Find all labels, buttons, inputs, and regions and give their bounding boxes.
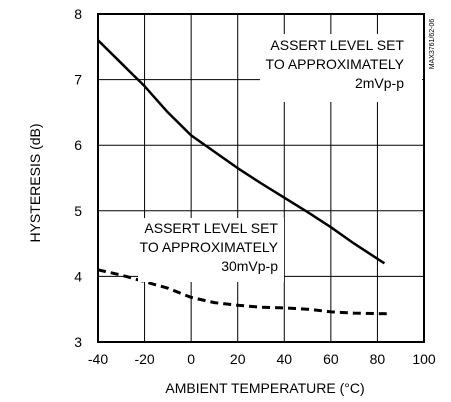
annotation-line: TO APPROXIMATELY [266, 56, 405, 72]
x-tick-label: 80 [370, 351, 386, 367]
y-axis-title: HYSTERESIS (dB) [27, 123, 43, 242]
annotation-30mvpp: ASSERT LEVEL SET TO APPROXIMATELY 30mVp-p [138, 218, 284, 282]
x-axis-ticks: -40 -20 0 20 40 60 80 100 [88, 351, 436, 367]
annotation-line: TO APPROXIMATELY [140, 239, 279, 255]
annotation-line: 2mVp-p [355, 75, 404, 91]
y-tick-label: 3 [74, 334, 82, 350]
y-tick-label: 6 [74, 137, 82, 153]
annotation-background [138, 218, 284, 282]
x-tick-label: 40 [276, 351, 292, 367]
x-tick-label: 0 [187, 351, 195, 367]
x-tick-label: 100 [412, 351, 436, 367]
x-tick-label: 60 [323, 351, 339, 367]
annotation-2mvpp: ASSERT LEVEL SET TO APPROXIMATELY 2mVp-p [260, 34, 422, 102]
y-tick-label: 5 [74, 203, 82, 219]
x-axis-title: AMBIENT TEMPERATURE (°C) [165, 380, 364, 396]
x-tick-label: 20 [230, 351, 246, 367]
data-series [97, 39, 387, 316]
y-tick-label: 4 [74, 268, 82, 284]
series-line-2mvpp [97, 39, 386, 265]
y-axis-ticks: 3 4 5 6 7 8 [74, 6, 82, 350]
annotation-line: ASSERT LEVEL SET [270, 37, 404, 53]
annotation-line: ASSERT LEVEL SET [144, 220, 278, 236]
annotation-background [260, 34, 422, 102]
annotation-line: 30mVp-p [221, 258, 278, 274]
x-tick-label: -40 [88, 351, 108, 367]
y-tick-label: 7 [74, 72, 82, 88]
figure-id-label: MAX3761/62-06 [429, 19, 436, 70]
x-tick-label: -20 [134, 351, 154, 367]
plot-frame [97, 13, 425, 343]
y-tick-label: 8 [74, 6, 82, 22]
series-line-30mvpp [97, 268, 387, 316]
